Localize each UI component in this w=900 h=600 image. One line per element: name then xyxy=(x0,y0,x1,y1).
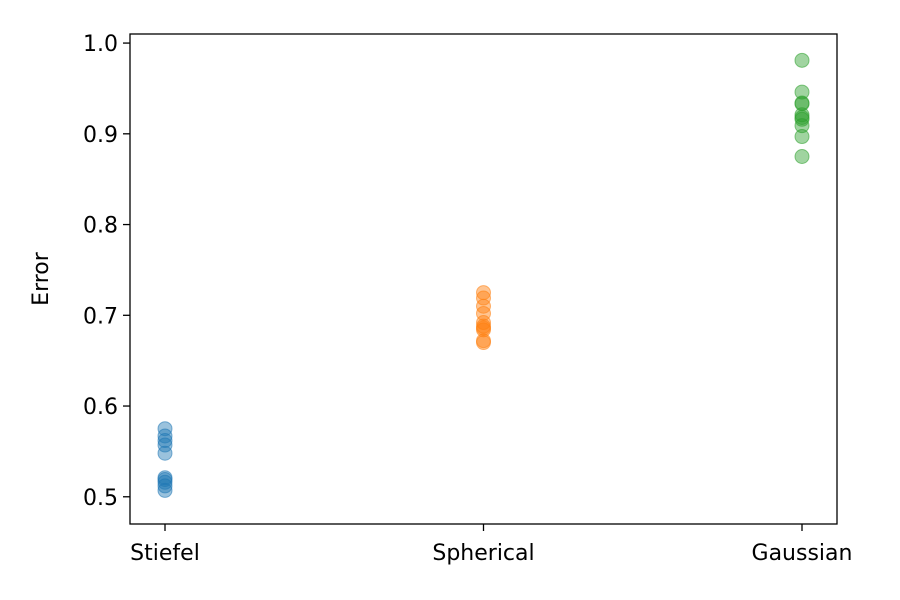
data-points xyxy=(157,52,810,498)
data-point-gaussian xyxy=(794,118,810,134)
y-tick-label: 0.5 xyxy=(83,486,118,511)
y-tick-label: 0.8 xyxy=(83,214,118,239)
data-point-gaussian xyxy=(794,149,810,164)
x-tick-label: Stiefel xyxy=(130,541,200,566)
data-point-spherical xyxy=(476,322,491,338)
x-tick-label: Spherical xyxy=(432,541,534,566)
data-point-stiefel xyxy=(157,445,173,461)
y-axis-ticks: 0.5 0.6 0.7 0.8 0.9 1.0 xyxy=(83,32,130,511)
data-point-spherical xyxy=(476,290,491,306)
data-point-stiefel xyxy=(157,482,173,498)
data-point-stiefel xyxy=(157,433,173,449)
y-tick-label: 1.0 xyxy=(83,32,118,57)
data-point-stiefel xyxy=(157,474,173,490)
y-tick-label: 0.7 xyxy=(83,304,118,329)
y-axis-label: Error xyxy=(29,251,54,306)
data-point-spherical xyxy=(476,335,491,351)
data-point-gaussian xyxy=(794,111,810,127)
y-tick-label: 0.9 xyxy=(83,123,118,148)
data-point-stiefel xyxy=(157,437,173,453)
x-tick-label: Gaussian xyxy=(752,541,853,566)
plot-frame xyxy=(129,33,838,525)
data-point-stiefel xyxy=(157,478,173,494)
data-point-gaussian xyxy=(794,52,810,68)
data-point-gaussian xyxy=(794,129,810,145)
data-point-gaussian xyxy=(794,84,810,100)
y-tick-label: 0.6 xyxy=(83,395,118,420)
x-axis-ticks: Stiefel Spherical Gaussian xyxy=(130,524,852,566)
